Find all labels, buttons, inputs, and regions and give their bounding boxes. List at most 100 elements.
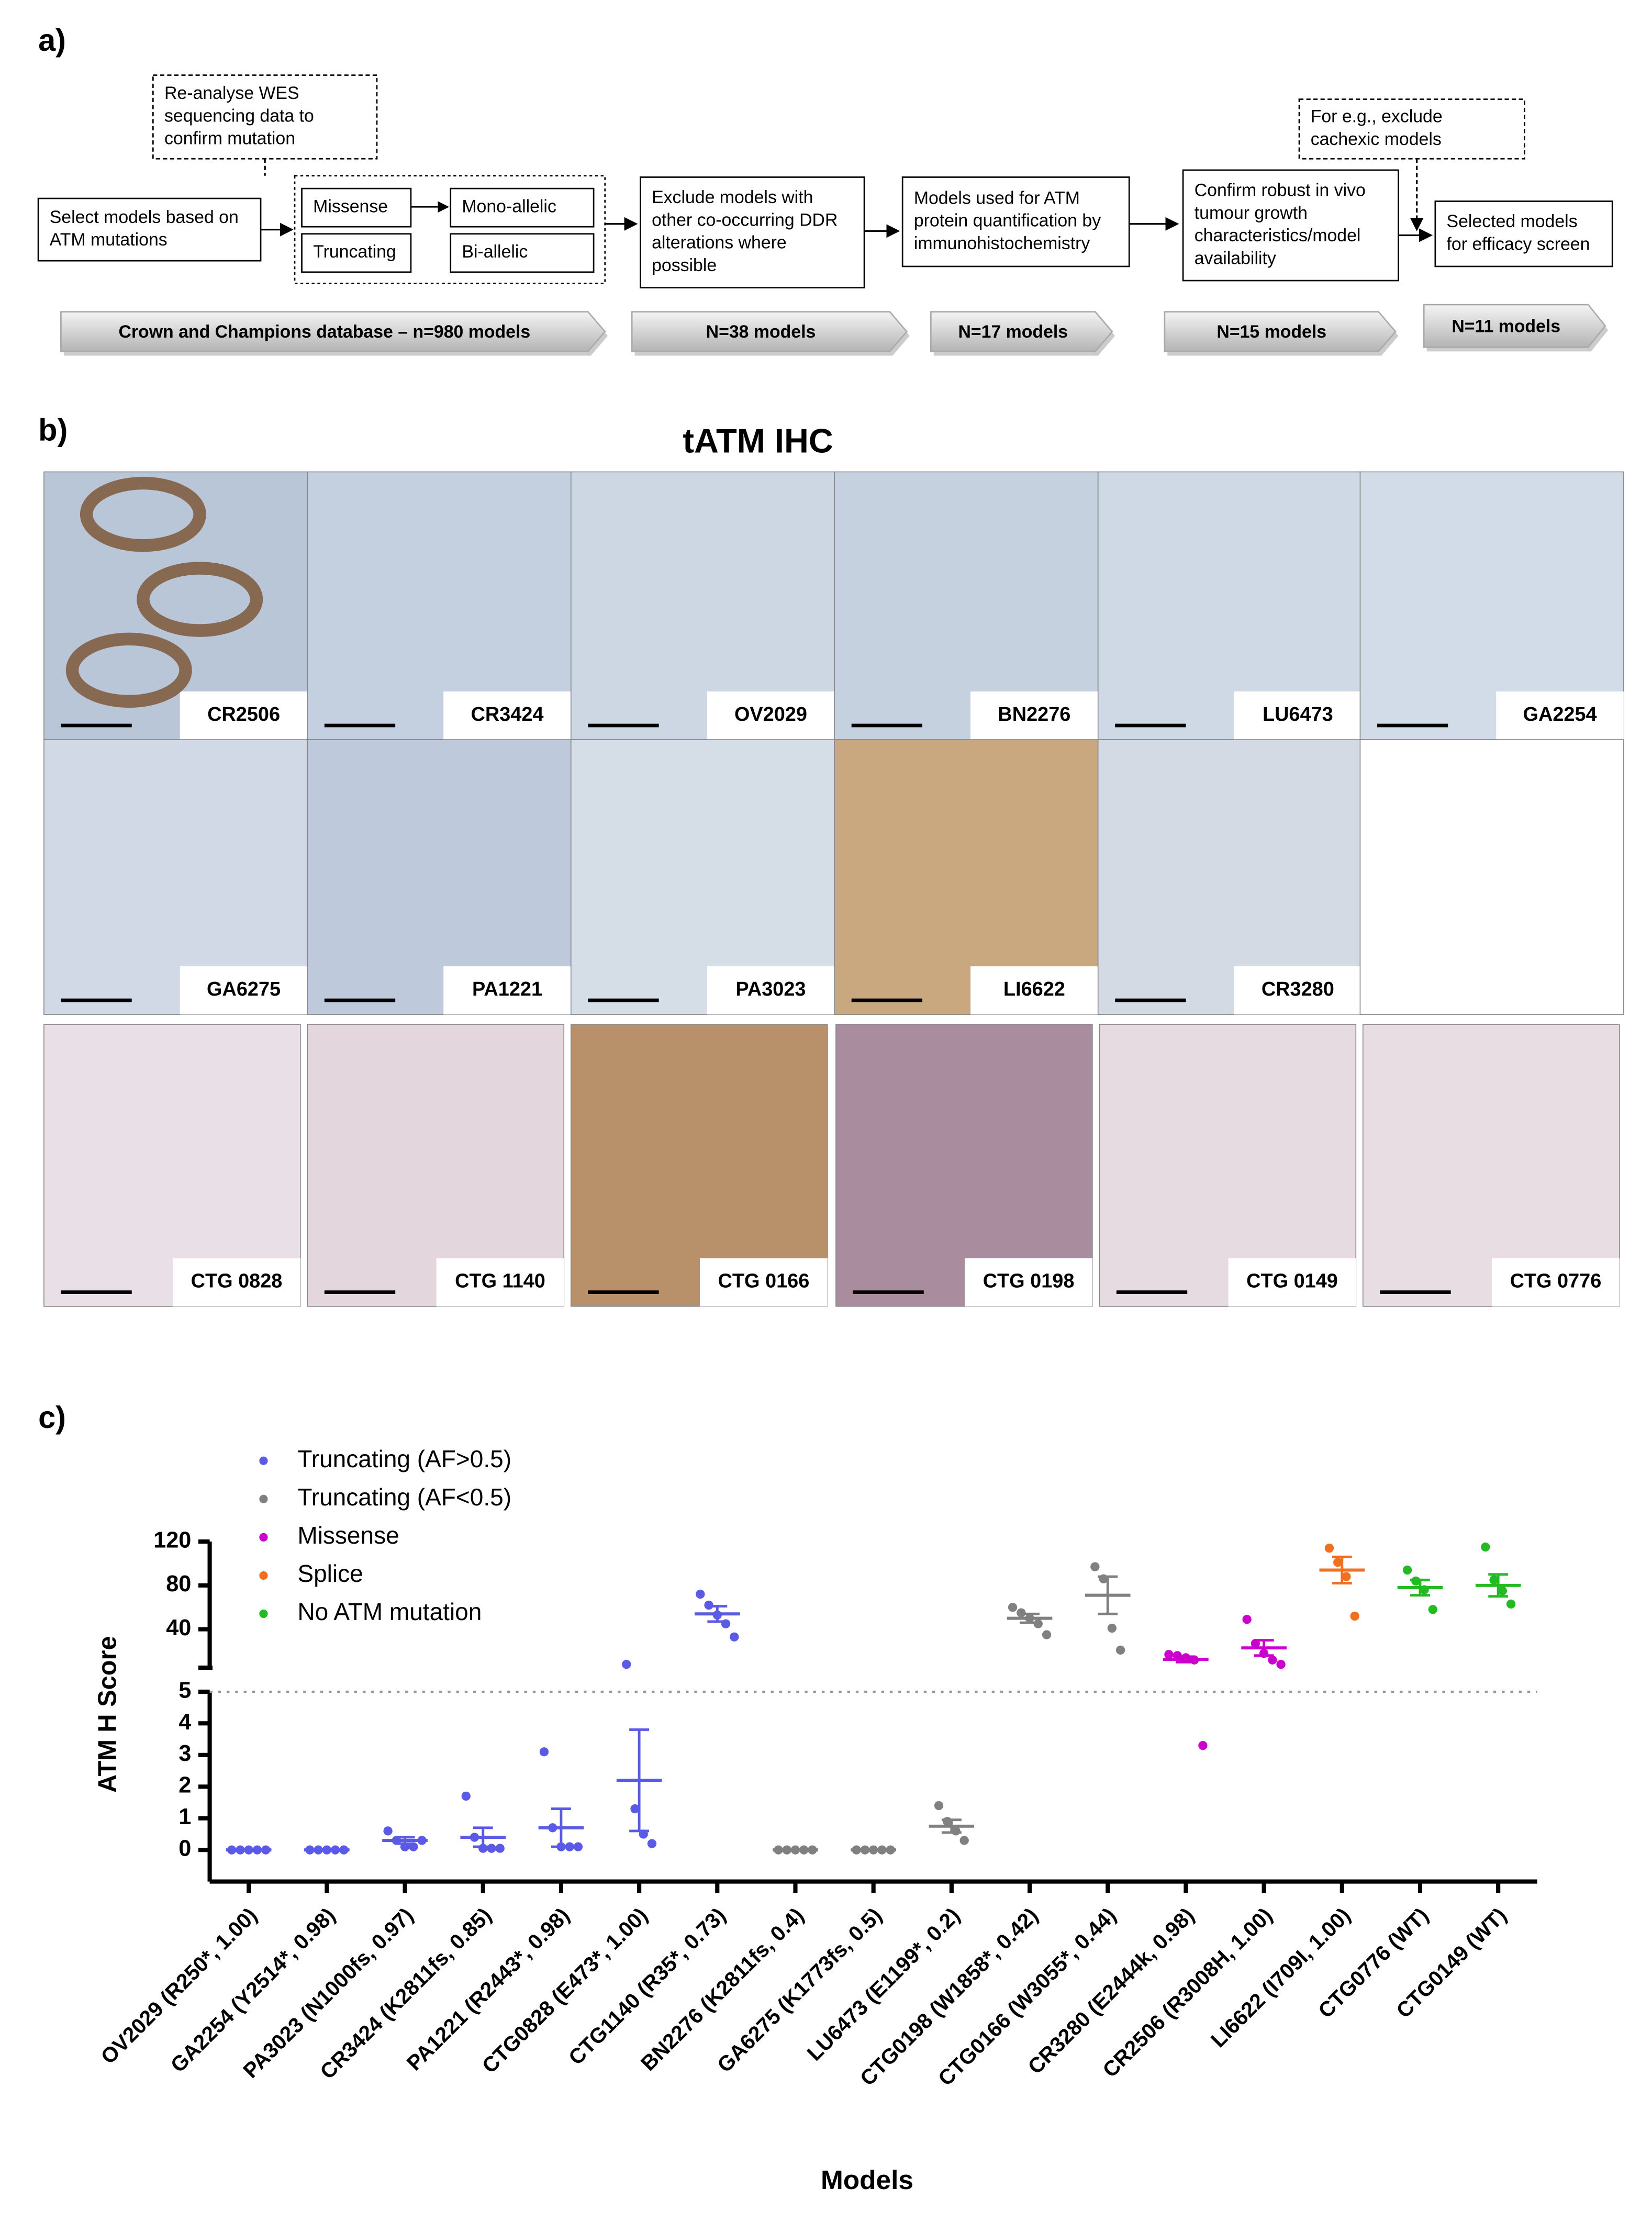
x-axis-title: Models	[821, 2164, 913, 2195]
legend-label: Truncating (AF<0.5)	[297, 1483, 511, 1511]
data-point	[573, 1842, 583, 1851]
data-point	[630, 1804, 640, 1814]
y-tick-label: 3	[178, 1741, 191, 1766]
data-point	[1276, 1659, 1286, 1669]
legend-label: No ATM mutation	[297, 1598, 482, 1625]
data-point	[1481, 1542, 1490, 1552]
flow-box	[1434, 200, 1613, 267]
filter-label: N=11 models	[1452, 316, 1560, 336]
panel-label: c)	[38, 1400, 66, 1435]
filter-chevron	[1164, 311, 1397, 352]
flow-box	[450, 233, 595, 273]
label-box	[1496, 691, 1624, 740]
stain	[137, 562, 263, 637]
y-tick-label: 1	[178, 1804, 191, 1829]
data-point	[1498, 1586, 1507, 1595]
legend-marker	[259, 1533, 268, 1542]
image-label: BN2276	[998, 704, 1070, 725]
data-point	[1428, 1605, 1438, 1614]
y-axis-title: ATM H Score	[93, 1636, 121, 1793]
data-point	[539, 1747, 549, 1757]
flow-text: availability	[1195, 248, 1276, 268]
x-tick-label: LU6473 (E1199*, 0.2)	[802, 1903, 964, 2065]
image-label: CTG 0776	[1510, 1270, 1602, 1292]
image-label: CR2506	[207, 704, 280, 725]
flow-text: Selected models	[1447, 211, 1578, 231]
legend-marker	[259, 1571, 268, 1580]
label-box	[970, 691, 1098, 740]
label-box	[180, 966, 308, 1015]
data-point	[647, 1839, 657, 1848]
flow-text: Re-analyse WES	[164, 83, 299, 103]
y-tick-label: 40	[166, 1615, 191, 1640]
legend-label: Missense	[297, 1522, 399, 1549]
flow-text: cachexic models	[1311, 129, 1442, 149]
image-label: GA6275	[207, 978, 281, 1000]
y-tick-label: 4	[178, 1710, 191, 1735]
data-point	[461, 1791, 471, 1801]
flow-text: for efficacy screen	[1447, 234, 1590, 254]
label-box	[707, 691, 835, 740]
image-label: PA1221	[472, 978, 542, 1000]
data-point	[1242, 1615, 1252, 1624]
flow-box	[301, 233, 412, 273]
data-point	[1115, 1645, 1125, 1655]
image-label: CTG 0198	[983, 1270, 1075, 1292]
data-point	[1268, 1655, 1277, 1665]
image-label: CTG 0149	[1246, 1270, 1338, 1292]
filter-label: N=17 models	[958, 322, 1068, 342]
label-box	[180, 691, 308, 740]
data-point	[934, 1801, 944, 1811]
flow-box	[901, 176, 1130, 267]
flow-text: Bi-allelic	[462, 242, 528, 262]
legend-marker	[259, 1456, 268, 1465]
flow-text: tumour growth	[1195, 203, 1308, 223]
data-point	[696, 1589, 705, 1599]
x-tick-label: OV2029 (R250*, 1.00)	[96, 1903, 262, 2069]
label-box	[173, 1258, 300, 1307]
filter-chevron	[60, 311, 606, 352]
legend-label: Truncating (AF>0.5)	[297, 1445, 511, 1472]
panel-title: tATM IHC	[683, 421, 833, 460]
y-tick-label: 2	[178, 1773, 191, 1798]
flow-text: Models used for ATM	[914, 188, 1080, 208]
image-label: CR3280	[1262, 978, 1334, 1000]
flow-box	[152, 74, 378, 160]
y-tick-label: 80	[166, 1571, 191, 1596]
image-label: CTG 0828	[191, 1270, 283, 1292]
flow-box	[37, 197, 262, 262]
label-box	[970, 966, 1098, 1015]
flow-text: alterations where	[652, 233, 787, 253]
image-label: CTG 1140	[455, 1270, 545, 1292]
image-label: PA3023	[735, 978, 806, 1000]
flow-text: other co-occurring DDR	[652, 210, 838, 230]
flow-text: Mono-allelic	[462, 197, 556, 217]
flow-text: protein quantification by	[914, 211, 1101, 231]
flow-text: possible	[652, 255, 717, 275]
filter-label: Crown and Champions database – n=980 mod…	[118, 322, 530, 342]
y-tick-label: 5	[178, 1678, 191, 1703]
filter-label: N=15 models	[1216, 322, 1326, 342]
flow-text: Exclude models with	[652, 187, 813, 207]
flow-text: Confirm robust in vivo	[1195, 180, 1366, 200]
data-point	[1324, 1543, 1334, 1553]
label-box	[1234, 966, 1362, 1015]
data-point	[495, 1844, 505, 1853]
flow-text: confirm mutation	[164, 129, 295, 149]
panel-label: a)	[38, 23, 66, 58]
image-label: GA2254	[1523, 704, 1597, 725]
legend-label: Splice	[297, 1560, 363, 1587]
data-point	[959, 1836, 969, 1845]
data-point	[1008, 1603, 1018, 1612]
arrows	[261, 159, 1433, 242]
label-box	[1228, 1258, 1356, 1307]
data-point	[730, 1632, 739, 1642]
stain	[80, 476, 206, 552]
group-box	[294, 175, 606, 284]
label-box	[965, 1258, 1092, 1307]
label-box	[1234, 691, 1362, 740]
data-point	[1342, 1572, 1351, 1581]
flow-text: Missense	[313, 197, 388, 217]
panel-label: b)	[38, 412, 68, 447]
